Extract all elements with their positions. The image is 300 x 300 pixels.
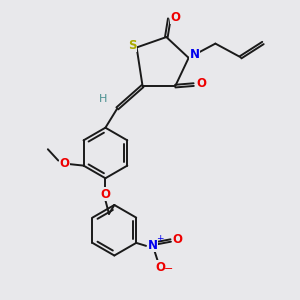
Text: O: O	[172, 232, 182, 245]
Text: −: −	[164, 264, 173, 274]
Text: O: O	[155, 261, 165, 274]
Text: N: N	[190, 48, 200, 62]
Text: N: N	[148, 239, 158, 252]
Text: H: H	[99, 94, 107, 104]
Text: O: O	[59, 157, 69, 170]
Text: S: S	[128, 39, 136, 52]
Text: O: O	[100, 188, 110, 201]
Text: +: +	[156, 234, 163, 243]
Text: O: O	[196, 77, 206, 90]
Text: O: O	[171, 11, 181, 24]
